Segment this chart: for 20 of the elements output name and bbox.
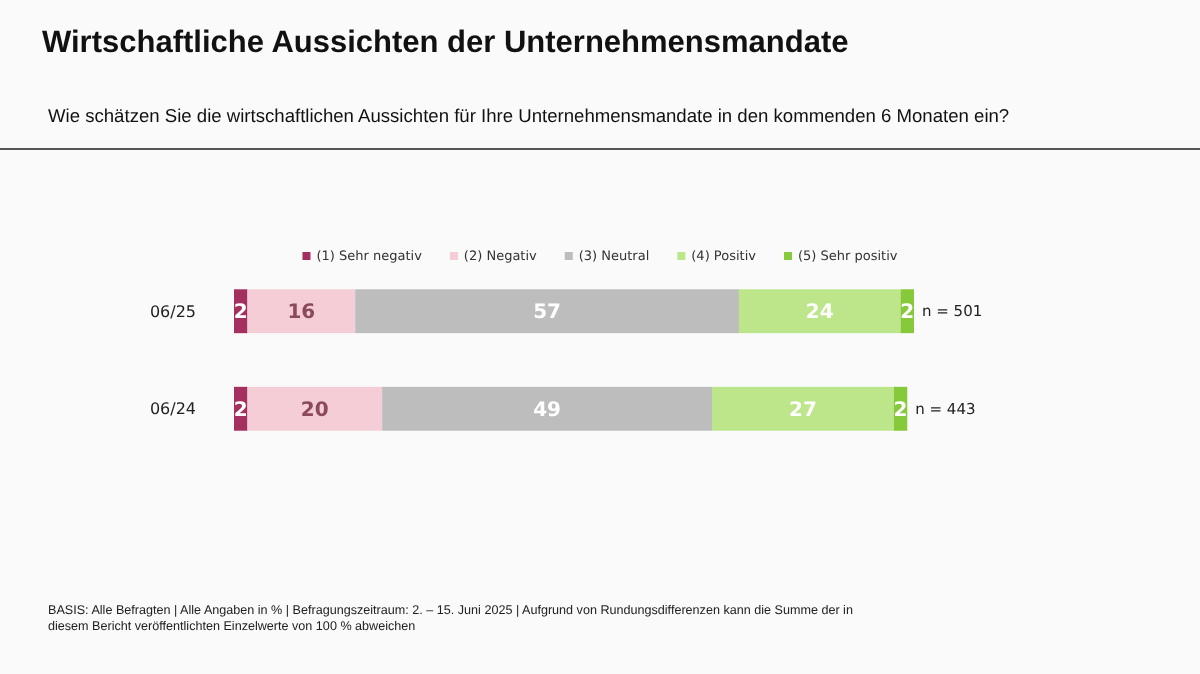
data-label: 16 (287, 302, 316, 325)
data-label: 2 (893, 399, 908, 422)
y-tick-label: 06/25 (149, 302, 196, 321)
chart-title: Wirtschaftliche Aussichten der Unternehmensmandate (42, 26, 849, 62)
data-label: 2 (900, 302, 915, 325)
data-label: 20 (300, 399, 329, 422)
data-label: 2 (233, 302, 248, 325)
data-label: 49 (533, 399, 562, 422)
data-label: 27 (788, 399, 817, 422)
chart-subtitle: Wie schätzen Sie die wirtschaftlichen Aussichten für Ihre Unternehmensmandate in den kommenden 6 Monaten ein? (48, 106, 1010, 126)
y-tick-label: 06/24 (149, 400, 196, 419)
bar (738, 289, 901, 334)
bar (382, 386, 713, 431)
bar (247, 289, 356, 334)
bar (712, 386, 894, 431)
bar (247, 386, 383, 431)
data-label: 24 (805, 302, 834, 325)
bar (355, 289, 739, 334)
data-label: 57 (533, 302, 562, 325)
data-label: 2 (233, 399, 248, 422)
